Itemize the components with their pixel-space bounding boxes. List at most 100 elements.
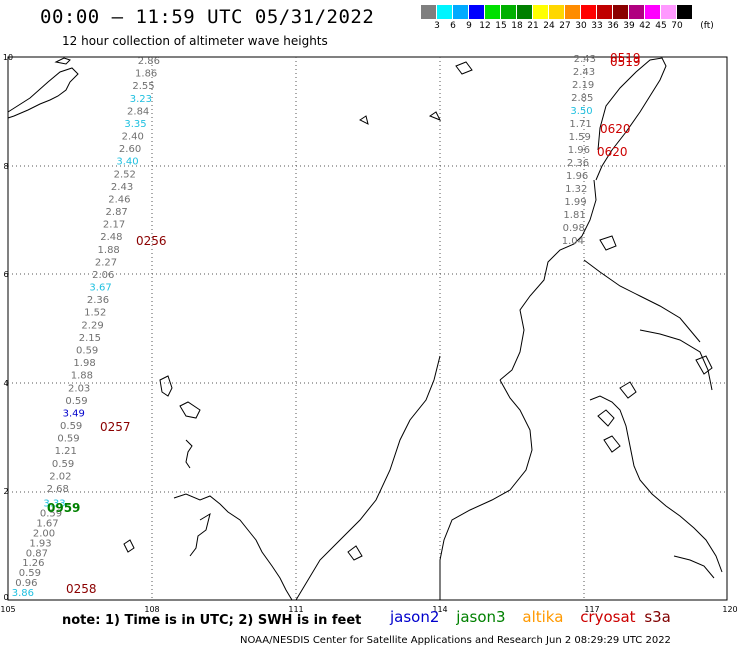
wave-height-label: 2.60 [119,144,141,155]
wave-height-label: 0.59 [60,421,82,432]
legend-jason3: jason3 [456,608,506,626]
color-swatch [437,5,453,19]
wave-height-label: 2.43 [111,182,133,193]
color-swatch [565,5,581,19]
wave-height-label: 3.67 [89,283,111,294]
wave-height-label: 1.26 [22,558,44,569]
wave-height-label: 2.86 [138,56,160,67]
legend-altika: altika [522,608,564,626]
wave-height-label: 2.15 [79,333,101,344]
map-frame [7,56,728,601]
wave-height-label: 1.88 [98,245,120,256]
wave-height-label: 2.02 [49,471,71,482]
lon-tick-label: 114 [432,605,447,614]
credit-line: NOAA/NESDIS Center for Satellite Applica… [240,635,671,646]
color-scale-label: 12 [479,21,491,31]
color-swatch [629,5,645,19]
chart-subtitle: 12 hour collection of altimeter wave hei… [62,34,328,48]
wave-height-label: 2.19 [572,80,594,91]
lat-lon-grid [8,57,727,600]
wave-height-label: 3.40 [116,157,138,168]
lon-tick-label: 105 [0,605,15,614]
altimeter-track-west: 2.86 1.862.55 3.232.84 3.35 2.402.60 3.402.52… [12,56,160,599]
color-swatch [661,5,677,19]
time-stamp: 0258 [66,582,97,596]
lon-tick-label: 108 [144,605,159,614]
wave-height-label: 2.87 [106,207,128,218]
coastline [7,57,723,601]
color-scale-unit: (ft) [700,21,714,31]
color-scale-label: 18 [511,21,523,31]
wave-height-label: 1.93 [29,538,51,549]
color-scale-label: 24 [543,21,555,31]
lon-tick-label: 117 [584,605,599,614]
color-scale-label: 21 [527,21,539,31]
time-stamp: 0256 [136,234,167,248]
lat-tick-label: 8 [3,162,8,171]
wave-height-label: 2.68 [47,484,69,495]
wave-height-label: 1.32 [565,184,587,195]
time-stamp: 0519 [610,51,641,65]
wave-height-label: 2.00 [33,529,55,540]
color-swatch [501,5,517,19]
wave-height-label: 2.27 [95,257,117,268]
wave-height-label: 2.43 [573,67,595,78]
wave-height-label: 0.59 [40,509,62,520]
color-scale-label: 15 [495,21,507,31]
wave-height-label: 0.98 [563,223,585,234]
wave-height-label: 2.36 [567,158,589,169]
wave-height-label: 1.98 [73,358,95,369]
time-stamp: 0257 [100,420,131,434]
wave-height-label: 1.04 [562,236,584,247]
wave-height-label: 0.59 [19,568,41,579]
wave-height-label: 0.59 [52,459,74,470]
color-swatch [469,5,485,19]
altimeter-track-east: 2.43 2.43 2.19 2.85 3.50 1.71 1.59 1.96 2.36 1.96… [562,54,596,247]
color-swatch [581,5,597,19]
color-scale-label: 42 [639,21,651,31]
wave-height-label: 2.43 [574,54,596,65]
lon-tick-label: 120 [722,605,737,614]
wave-height-label: 3.50 [570,106,592,117]
color-scale-label: 27 [559,21,571,31]
wave-height-label: 3.49 [63,408,85,419]
wave-height-label: 2.52 [114,169,136,180]
color-scale-label: 3 [434,21,440,31]
color-scale-label: 30 [575,21,587,31]
wave-height-label: 0.87 [26,548,48,559]
wave-height-label: 2.06 [92,270,114,281]
legend-jason2: jason2 [390,608,440,626]
color-scale-label: 33 [591,21,603,31]
lat-tick-label: 2 [3,487,8,496]
color-swatch [597,5,613,19]
latitude-tick-labels: 0 2 4 6 8 10 [3,53,13,602]
color-swatch [645,5,661,19]
color-swatch [533,5,549,19]
wave-height-label: 1.81 [563,210,585,221]
color-scale-bar [421,5,693,19]
color-scale-label: 6 [450,21,456,31]
color-swatch [549,5,565,19]
color-scale-label: 36 [607,21,619,31]
wave-height-label: 1.96 [568,145,590,156]
lat-tick-label: 4 [3,379,8,388]
legend-cryosat: cryosat [580,608,636,626]
wave-height-label: 2.29 [81,320,103,331]
color-swatch [613,5,629,19]
wave-height-label: 2.36 [87,295,109,306]
wave-height-label: 2.85 [571,93,593,104]
satellite-legend: jason2 jason3 altika cryosat s3a [390,608,683,626]
wave-height-label: 1.99 [564,197,586,208]
wave-height-label: 1.71 [569,119,591,130]
color-scale-label: 39 [623,21,635,31]
legend-s3a: s3a [644,608,671,626]
wave-height-label: 0.59 [65,396,87,407]
wave-height-label: 3.23 [130,94,152,105]
time-stamp: 0620 [600,122,631,136]
color-swatch [517,5,533,19]
lat-tick-label: 6 [3,270,8,279]
wave-height-label: 3.35 [124,119,146,130]
time-stamp-jason3: 0959 [47,501,80,515]
wave-height-label: 2.48 [100,232,122,243]
time-stamp: 0519 [610,55,641,69]
